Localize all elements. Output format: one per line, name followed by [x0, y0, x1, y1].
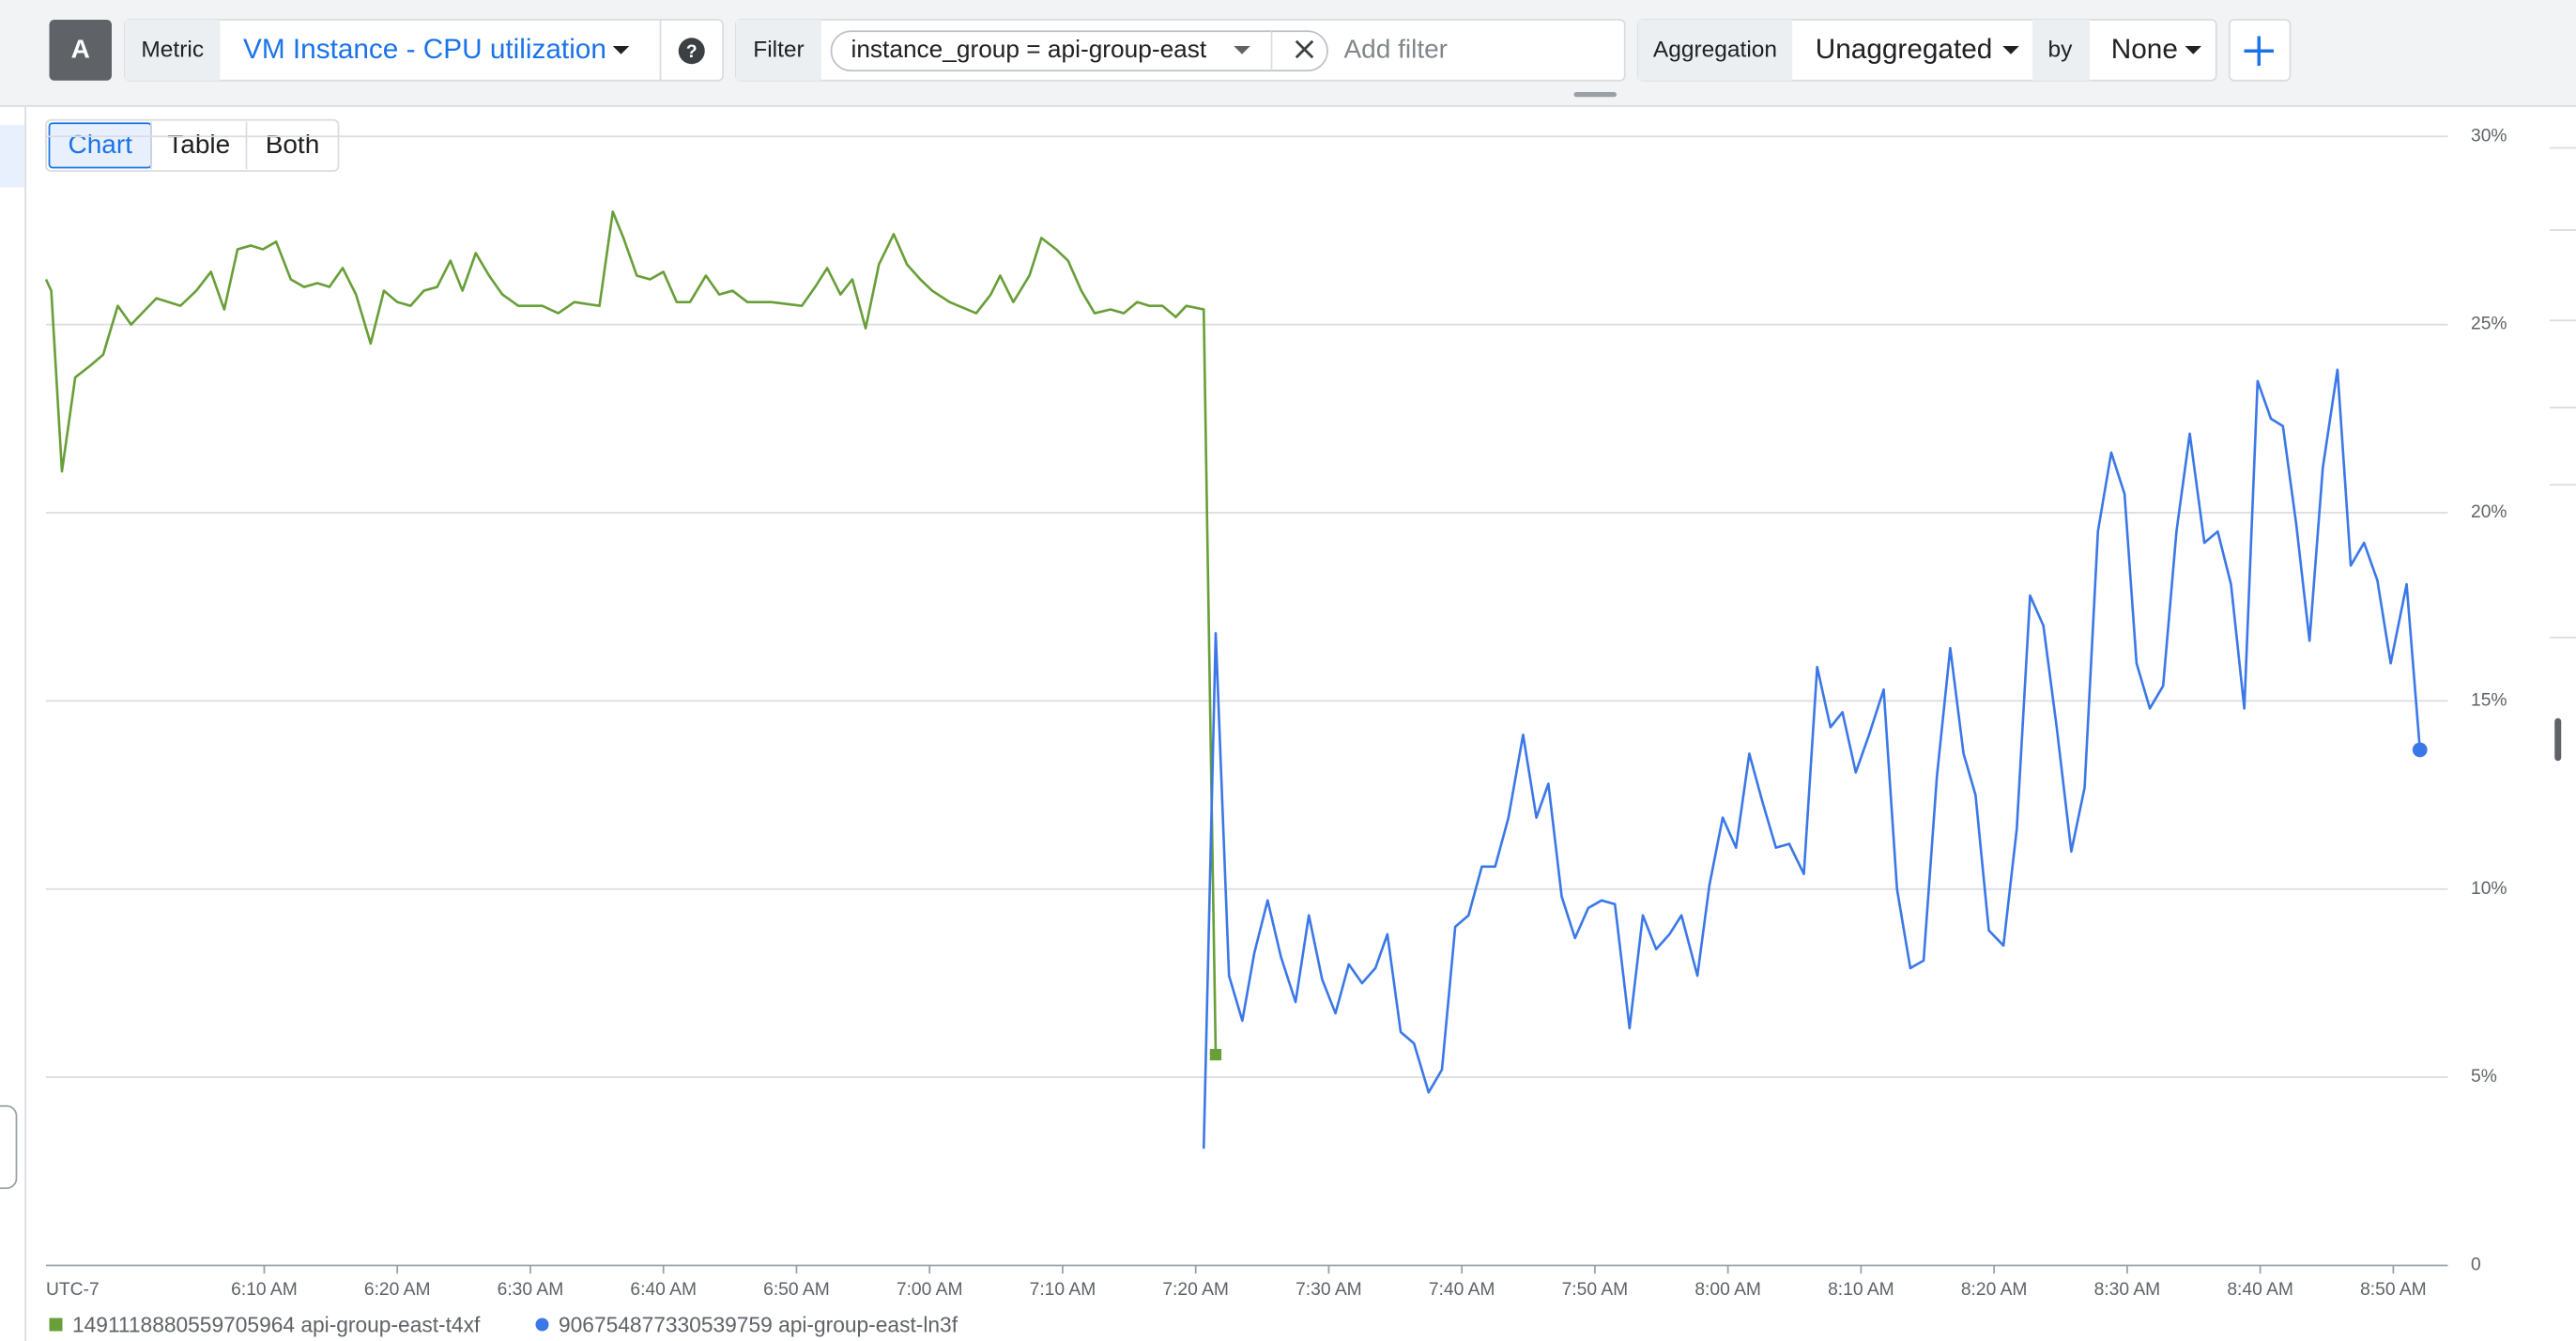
x-tick-label: 8:10 AM	[1828, 1280, 1894, 1300]
query-letter: A	[71, 35, 90, 64]
x-tick-label: 8:50 AM	[2360, 1280, 2427, 1300]
end-marker	[2412, 742, 2428, 758]
legend-swatch	[535, 1318, 549, 1332]
series-line	[1202, 368, 2422, 1149]
chip-arrow	[1234, 46, 1250, 54]
y-tick-label: 15%	[2471, 690, 2507, 710]
resize-handle[interactable]	[1573, 92, 1618, 98]
help-icon[interactable]	[678, 38, 705, 65]
legend-label[interactable]: 906754877330539759 api-group-east-ln3f	[559, 1312, 958, 1336]
query-badge[interactable]	[49, 20, 113, 81]
timezone-label: UTC-7	[46, 1280, 100, 1300]
aggregation-label-bg	[1637, 20, 1793, 81]
add-icon	[2244, 36, 2274, 66]
metric-select[interactable]: VM Instance - CPU utilization	[243, 34, 606, 65]
tab[interactable]: Table	[167, 130, 230, 159]
y-tick-label: 20%	[2471, 502, 2507, 522]
x-tick-label: 7:30 AM	[1296, 1280, 1362, 1300]
x-tick-label: 7:10 AM	[1030, 1280, 1096, 1300]
x-tick-label: 7:40 AM	[1429, 1280, 1495, 1300]
tab[interactable]: Both	[266, 130, 320, 159]
tab[interactable]: Chart	[69, 130, 133, 159]
dropdown-arrow	[2185, 46, 2201, 54]
series-line	[44, 210, 1218, 1056]
x-tick-label: 8:40 AM	[2227, 1280, 2293, 1300]
x-tick-label: 6:50 AM	[763, 1280, 830, 1300]
filter-chip-text: instance_group = api-group-east	[851, 35, 1207, 63]
x-tick-label: 6:30 AM	[498, 1280, 564, 1300]
by-label-bg	[2032, 20, 2090, 81]
filter-label-bg	[736, 20, 821, 81]
y-tick-label: 25%	[2471, 315, 2507, 334]
x-tick-label: 6:10 AM	[231, 1280, 298, 1300]
side-panel-handle[interactable]	[0, 1104, 18, 1190]
scrollbar[interactable]	[2554, 717, 2562, 762]
add-filter[interactable]: Add filter	[1344, 35, 1449, 64]
filter-label: Filter	[753, 38, 804, 63]
side-highlight	[0, 125, 25, 188]
help-icon-glyph: ?	[686, 42, 698, 62]
dropdown-arrow	[612, 46, 630, 54]
x-tick-label: 8:20 AM	[1961, 1280, 2028, 1300]
aggregation-label: Aggregation	[1653, 38, 1777, 63]
end-marker	[1209, 1048, 1222, 1061]
x-tick-label: 6:20 AM	[364, 1280, 431, 1300]
y-tick-label: 30%	[2471, 126, 2507, 146]
x-tick-label: 7:00 AM	[897, 1280, 963, 1300]
y-tick-label: 5%	[2471, 1067, 2497, 1087]
x-tick-label: 8:00 AM	[1694, 1280, 1761, 1300]
x-tick-label: 7:20 AM	[1162, 1280, 1229, 1300]
legend-label[interactable]: 1491118880559705964 api-group-east-t4xf	[72, 1312, 481, 1336]
view-tabs: Chart Table Both	[45, 118, 340, 172]
chip-remove[interactable]	[1295, 39, 1314, 59]
metric-label: Metric	[141, 38, 204, 63]
metric-label-bg	[125, 20, 221, 81]
y-tick-label: 10%	[2471, 879, 2507, 899]
x-tick-label: 7:50 AM	[1562, 1280, 1629, 1300]
by-label: by	[2048, 38, 2074, 63]
filter-chip[interactable]	[830, 30, 1328, 72]
x-tick-label: 8:30 AM	[2094, 1280, 2161, 1300]
dropdown-arrow	[2002, 46, 2019, 54]
aggregation-select[interactable]: Unaggregated	[1816, 34, 1993, 65]
x-tick-label: 6:40 AM	[630, 1280, 697, 1300]
y-tick-label: 0	[2471, 1256, 2481, 1275]
legend-swatch	[49, 1318, 63, 1332]
group-by-select[interactable]: None	[2111, 34, 2178, 65]
